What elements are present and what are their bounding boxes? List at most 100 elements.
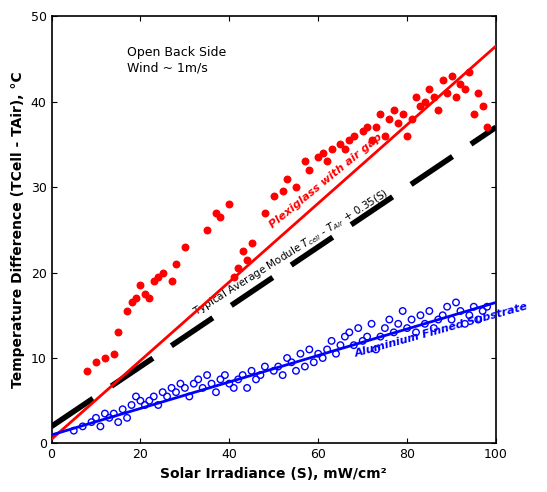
Point — [461, 320, 469, 328]
Point — [363, 123, 371, 131]
Point — [425, 307, 434, 315]
Point — [278, 187, 287, 195]
Point — [225, 380, 234, 388]
Point — [145, 294, 154, 302]
Point — [212, 209, 220, 216]
Point — [354, 324, 363, 332]
Point — [181, 243, 189, 251]
Point — [416, 311, 425, 319]
Point — [216, 213, 225, 221]
Point — [394, 320, 403, 328]
Point — [132, 294, 141, 302]
Y-axis label: Temperature Difference (TCell - TAir), °C: Temperature Difference (TCell - TAir), °… — [11, 71, 25, 388]
Point — [105, 414, 114, 422]
Point — [96, 423, 105, 430]
Point — [438, 76, 447, 84]
Point — [367, 136, 376, 144]
Point — [385, 115, 394, 123]
Point — [461, 85, 469, 92]
Point — [456, 307, 465, 315]
Point — [478, 102, 487, 110]
Point — [216, 375, 225, 383]
Point — [474, 89, 482, 97]
Point — [483, 123, 492, 131]
Point — [292, 367, 300, 375]
Point — [158, 388, 167, 396]
Point — [421, 97, 429, 105]
Point — [296, 350, 305, 358]
Point — [412, 329, 421, 337]
Point — [456, 81, 465, 89]
Point — [252, 375, 260, 383]
Point — [283, 354, 292, 362]
Point — [238, 247, 247, 255]
Point — [176, 380, 185, 388]
Point — [483, 303, 492, 310]
Point — [149, 277, 158, 285]
Point — [381, 324, 389, 332]
Point — [305, 345, 313, 353]
Point — [123, 307, 131, 315]
Point — [314, 350, 323, 358]
Point — [345, 329, 354, 337]
Point — [358, 337, 367, 345]
Point — [198, 384, 207, 392]
Point — [350, 132, 358, 140]
Point — [136, 281, 145, 289]
Point — [87, 418, 96, 426]
Point — [243, 256, 252, 264]
Point — [260, 363, 269, 370]
Point — [376, 333, 385, 340]
Point — [132, 393, 141, 400]
Point — [247, 239, 256, 246]
Point — [91, 414, 100, 422]
Point — [207, 380, 216, 388]
Point — [114, 329, 123, 337]
Point — [327, 337, 336, 345]
Point — [452, 93, 461, 101]
Point — [256, 371, 265, 379]
Point — [447, 315, 456, 323]
Point — [172, 260, 181, 268]
Point — [101, 410, 109, 418]
Point — [412, 93, 421, 101]
Point — [421, 320, 429, 328]
Point — [407, 315, 416, 323]
Point — [141, 290, 149, 298]
Point — [407, 115, 416, 123]
Point — [154, 273, 162, 281]
Point — [389, 106, 398, 114]
Point — [363, 333, 371, 340]
Point — [225, 200, 234, 208]
Point — [136, 397, 145, 405]
Point — [118, 405, 127, 413]
Point — [341, 145, 350, 153]
Point — [447, 72, 456, 80]
Point — [314, 153, 323, 161]
Point — [109, 350, 118, 358]
Point — [234, 375, 242, 383]
Point — [478, 307, 487, 315]
Point — [127, 299, 136, 307]
Point — [469, 303, 478, 310]
X-axis label: Solar Irradiance (S), mW/cm²: Solar Irradiance (S), mW/cm² — [160, 467, 387, 481]
Point — [371, 123, 380, 131]
Point — [212, 388, 220, 396]
Point — [292, 183, 300, 191]
Point — [167, 277, 176, 285]
Point — [274, 363, 283, 370]
Point — [154, 401, 162, 409]
Point — [318, 149, 327, 157]
Point — [318, 354, 327, 362]
Point — [269, 367, 278, 375]
Point — [185, 393, 194, 400]
Point — [336, 341, 345, 349]
Point — [323, 157, 331, 165]
Point — [438, 311, 447, 319]
Point — [367, 320, 376, 328]
Point — [158, 269, 167, 277]
Point — [181, 384, 189, 392]
Point — [141, 401, 149, 409]
Point — [465, 68, 474, 76]
Point — [278, 371, 287, 379]
